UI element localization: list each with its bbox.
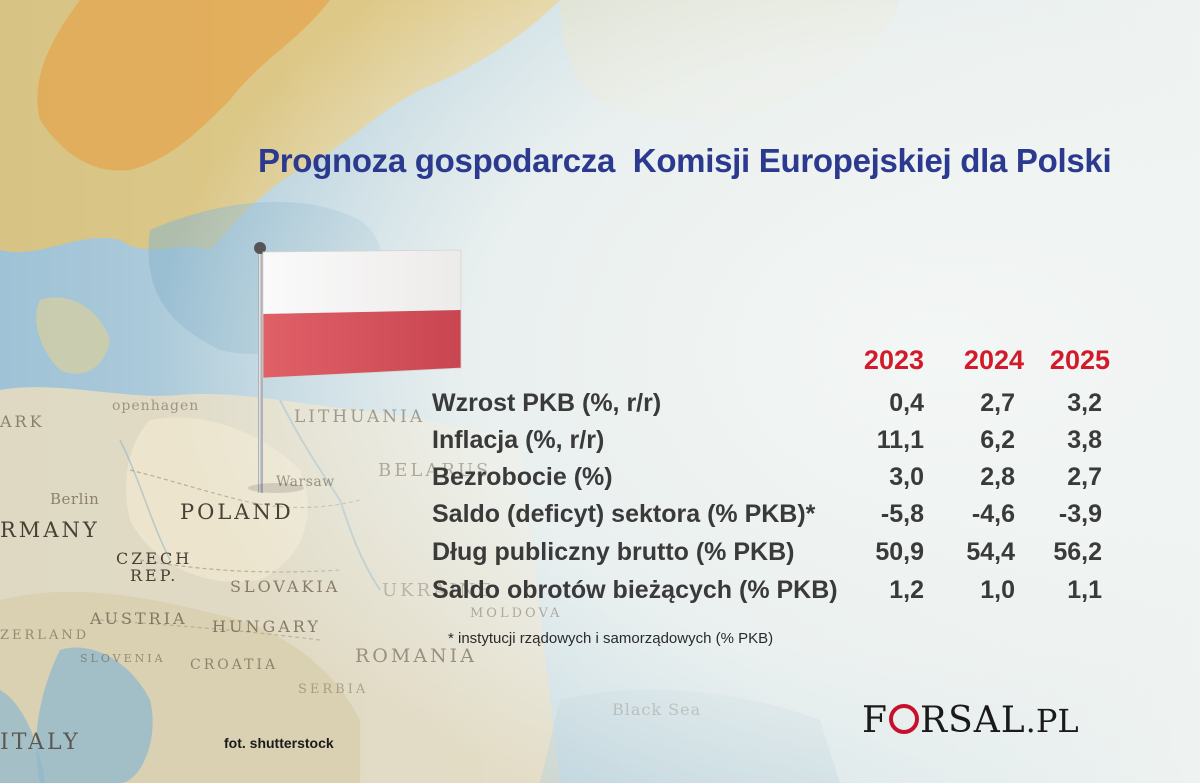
page-title: Prognoza gospodarcza Komisji Europejskie… — [258, 142, 1112, 179]
map-label-poland: POLAND — [180, 500, 294, 524]
map-label-czech: CZECH — [116, 549, 193, 568]
photo-credit: fot. shutterstock — [224, 735, 334, 751]
map-label-denmark: ARK — [0, 412, 45, 431]
logo-text-right: RSAL — [919, 700, 1026, 741]
map-label-moldova: MOLDOVA — [470, 606, 563, 621]
map-label-slovenia: SLOVENIA — [80, 652, 166, 665]
map-label-austria: AUSTRIA — [90, 609, 188, 628]
map-label-serbia: SERBIA — [298, 682, 369, 697]
map-label-romania: ROMANIA — [355, 645, 477, 667]
map-label-copenhagen: openhagen — [112, 398, 200, 414]
map-label-croatia: CROATIA — [190, 657, 279, 673]
map-label-berlin: Berlin — [50, 490, 100, 508]
logo-suffix: .PL — [1025, 702, 1079, 740]
map-label-black-sea: Black Sea — [612, 700, 702, 719]
map-label-hungary: HUNGARY — [212, 617, 321, 636]
map-label-ukraine: UKRAINE — [382, 580, 495, 601]
map-label-slovakia: SLOVAKIA — [230, 577, 341, 596]
forsal-logo[interactable]: F RSAL .PL — [862, 700, 1079, 746]
footnote: * instytucji rządowych i samorządowych (… — [448, 630, 774, 647]
poland-flag-icon — [248, 242, 462, 493]
map-label-lithuania: LITHUANIA — [294, 407, 426, 427]
map-label-warsaw: Warsaw — [276, 474, 335, 490]
logo-text-left: F — [862, 700, 888, 741]
map-label-belarus: BELARUS — [378, 460, 492, 481]
logo-o-ring-icon — [888, 704, 919, 734]
map-label-germany: RMANY — [0, 518, 100, 542]
map-label-zerland: ZERLAND — [0, 628, 90, 643]
map-label-italy: ITALY — [0, 730, 81, 755]
map-label-czech-rep: REP. — [130, 566, 179, 585]
